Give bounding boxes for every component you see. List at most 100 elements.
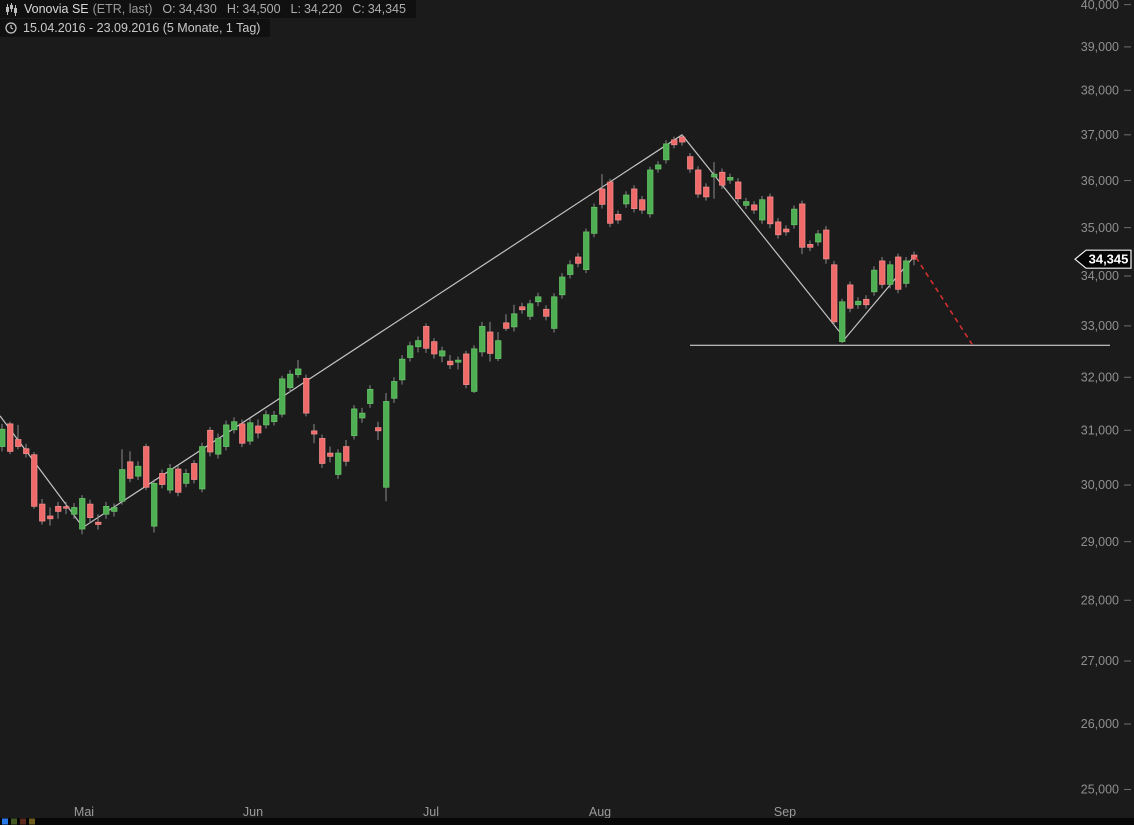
candle-bearish <box>23 448 30 454</box>
candle-bullish <box>583 231 590 271</box>
candle-bullish <box>111 507 118 512</box>
candle-bullish <box>183 473 190 484</box>
clock-icon <box>5 22 17 34</box>
candle-bullish <box>415 340 422 348</box>
taskbar-square[interactable] <box>20 818 26 825</box>
candle-bearish <box>255 425 262 434</box>
candle-bearish <box>599 188 606 205</box>
candle-bearish <box>39 503 46 522</box>
ohlc-open: O: 34,430 <box>162 2 217 16</box>
candle-bullish <box>759 199 766 221</box>
price-axis-label: 35,000 <box>1081 221 1119 235</box>
candle-bearish <box>487 331 494 354</box>
candle-bullish <box>271 414 278 423</box>
price-axis-label: 26,000 <box>1081 717 1119 731</box>
candle-bearish <box>575 256 582 264</box>
candle-bullish <box>103 505 110 515</box>
candle-bullish <box>743 201 750 206</box>
candle-bullish <box>791 208 798 226</box>
ohlc-low: L: 34,220 <box>290 2 343 16</box>
candle-bullish <box>439 350 446 357</box>
ohlc-close: C: 34,345 <box>352 2 406 16</box>
candle-bearish <box>767 196 774 225</box>
ohlc-high: H: 34,500 <box>226 2 281 16</box>
price-axis-label: 28,000 <box>1081 593 1119 607</box>
candle-bullish <box>815 233 822 243</box>
candle-bullish <box>871 269 878 293</box>
candle-bearish <box>87 503 94 519</box>
candle-bullish <box>199 446 206 490</box>
candle-bullish <box>167 468 174 491</box>
candle-bearish <box>671 139 678 146</box>
candle-bullish <box>527 303 534 317</box>
candle-bullish <box>903 260 910 284</box>
last-price-tag-value: 34,345 <box>1089 252 1129 267</box>
candle-bearish <box>15 439 22 447</box>
candle-bullish <box>247 422 254 442</box>
candle-bearish <box>831 264 838 323</box>
candle-bullish <box>855 300 862 306</box>
candle-bearish <box>783 228 790 233</box>
price-axis-label: 36,000 <box>1081 174 1119 188</box>
candle-bearish <box>143 446 150 488</box>
candle-bullish <box>119 469 126 502</box>
date-range-label: 15.04.2016 - 23.09.2016 (5 Monate, 1 Tag… <box>23 21 261 35</box>
taskbar-square[interactable] <box>2 818 8 825</box>
price-axis-label: 27,000 <box>1081 654 1119 668</box>
candle-bearish <box>679 136 686 143</box>
candle-bullish <box>359 412 366 419</box>
candle-bearish <box>431 341 438 355</box>
taskbar-square[interactable] <box>11 818 17 825</box>
candle-bullish <box>455 359 462 363</box>
date-range-header: 15.04.2016 - 23.09.2016 (5 Monate, 1 Tag… <box>0 19 271 37</box>
candle-bearish <box>687 156 694 170</box>
instrument-name: Vonovia SE <box>24 2 89 16</box>
candle-bullish <box>295 368 302 376</box>
candle-bullish <box>535 296 542 303</box>
price-axis-label: 39,000 <box>1081 40 1119 54</box>
candle-bullish <box>663 143 670 161</box>
candle-bearish <box>911 254 918 260</box>
candlestick-chart-icon <box>6 2 17 16</box>
projection-line-dashed[interactable] <box>915 257 973 345</box>
price-axis-label: 29,000 <box>1081 535 1119 549</box>
candle-bullish <box>471 348 478 392</box>
candle-bullish <box>135 465 142 477</box>
candle-bullish <box>287 373 294 389</box>
taskbar-strip <box>0 818 1134 825</box>
candle-bullish <box>399 358 406 381</box>
candle-bearish <box>519 306 526 311</box>
candle-bearish <box>719 171 726 186</box>
month-axis-label: Mai <box>74 805 94 819</box>
candle-bearish <box>159 473 166 485</box>
taskbar-square[interactable] <box>29 818 35 825</box>
price-axis-label: 37,000 <box>1081 128 1119 142</box>
candle-bearish <box>191 463 198 480</box>
candle-bearish <box>303 377 310 414</box>
candle-bullish <box>335 452 342 475</box>
candle-bullish <box>0 428 6 447</box>
instrument-detail: (ETR, last) <box>92 2 153 16</box>
candle-bullish <box>351 408 358 437</box>
month-axis-label: Jun <box>243 805 263 819</box>
candle-bearish <box>319 438 326 464</box>
candle-bearish <box>447 360 454 366</box>
candle-bearish <box>703 186 710 198</box>
candle-bullish <box>647 169 654 215</box>
candle-bearish <box>47 515 54 520</box>
candle-bullish <box>559 276 566 296</box>
candle-bearish <box>343 446 350 462</box>
month-axis-label: Aug <box>589 805 611 819</box>
candle-bullish <box>567 264 574 275</box>
candle-bullish <box>711 173 718 178</box>
candle-bullish <box>479 326 486 353</box>
price-axis-label: 25,000 <box>1081 783 1119 797</box>
candle-bearish <box>823 229 830 260</box>
candle-bullish <box>407 345 414 358</box>
candle-bearish <box>311 430 318 435</box>
candle-bullish <box>655 164 662 170</box>
candle-bearish <box>31 454 38 507</box>
candle-bullish <box>231 421 238 431</box>
candle-bearish <box>463 353 470 385</box>
